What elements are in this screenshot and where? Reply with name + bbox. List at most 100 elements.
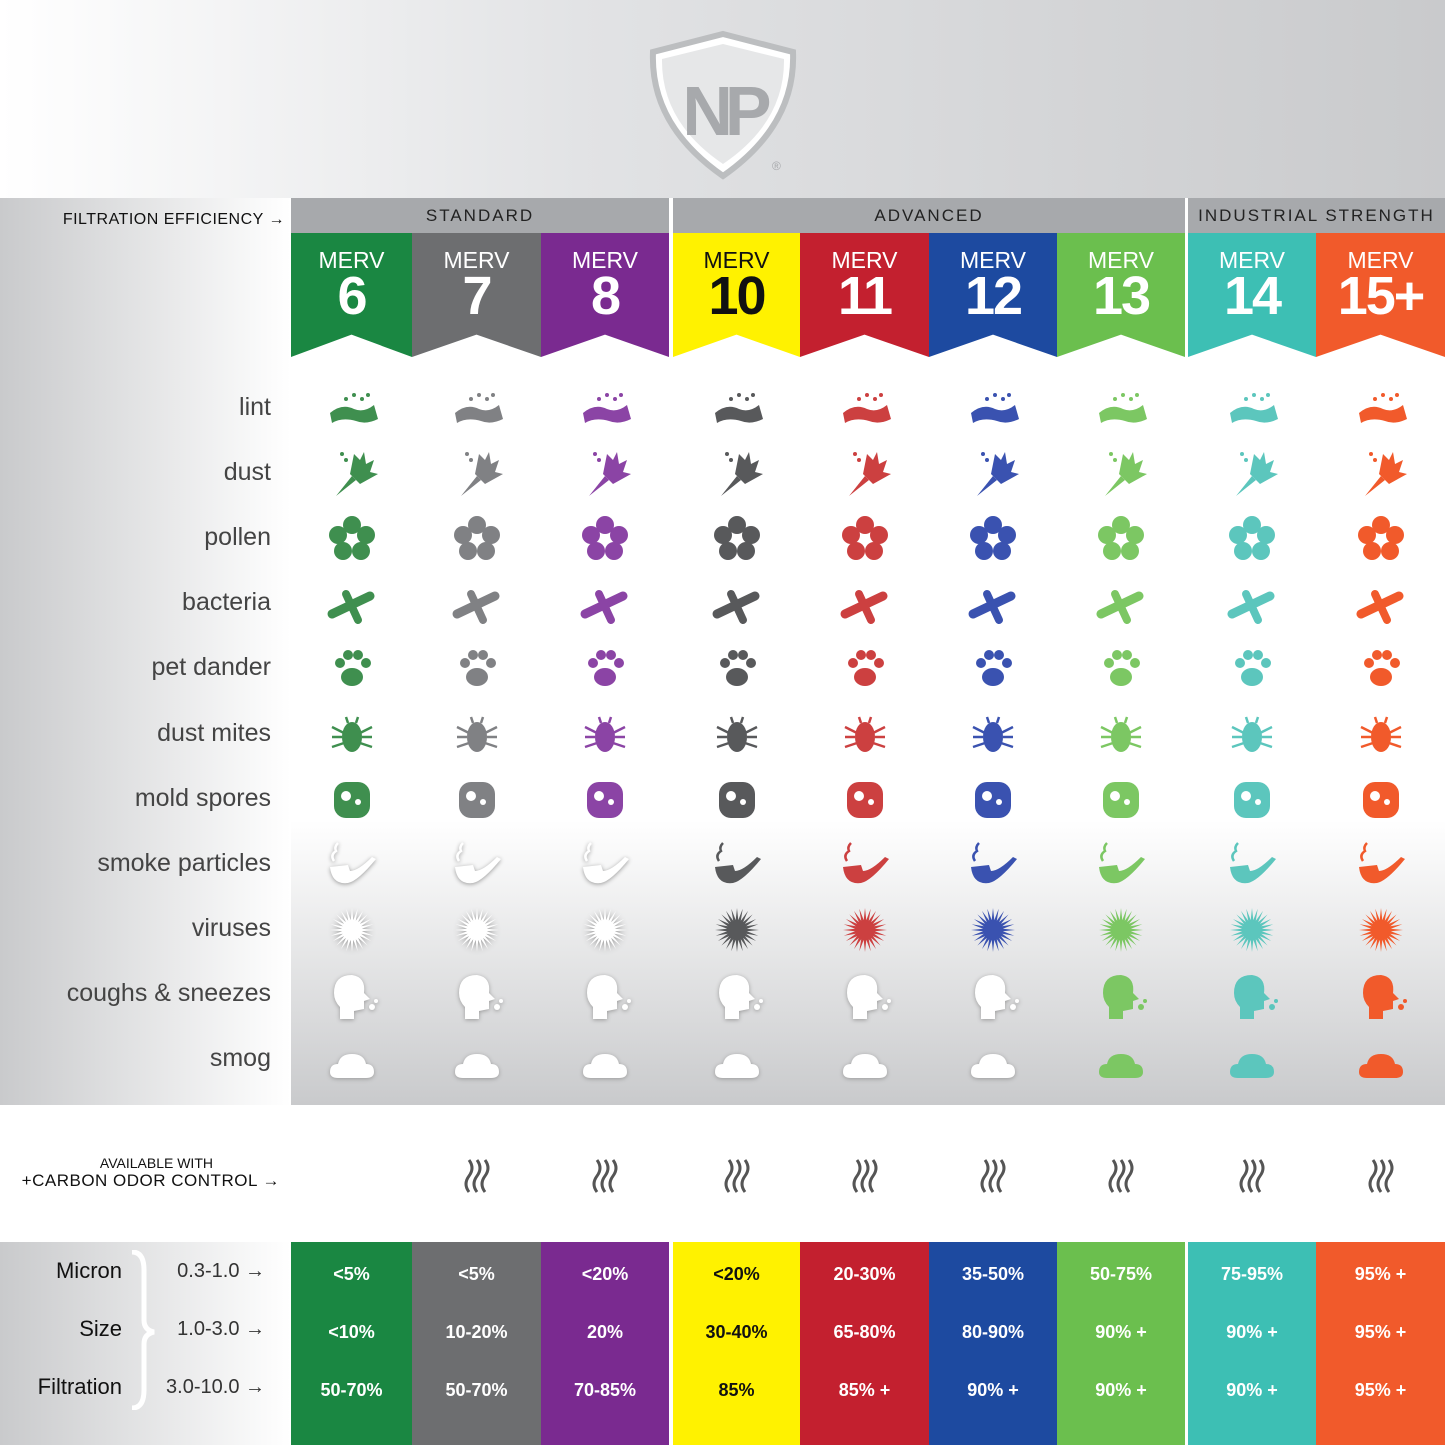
flower-icon: [328, 516, 375, 561]
efficiency-value: <10%: [328, 1322, 375, 1342]
paw-icon: [1363, 650, 1400, 687]
virus-icon: [842, 907, 887, 952]
cloud-icon: [1099, 1054, 1143, 1078]
carbon-label: AVAILABLE WITH +CARBON ODOR CONTROL →: [0, 1155, 280, 1191]
bacteria-icon: [580, 590, 628, 625]
efficiency-value: 90% +: [1095, 1380, 1147, 1400]
efficiency-value: <20%: [713, 1264, 760, 1284]
merv-14-banner: MERV 14: [1188, 233, 1316, 357]
merv-label: MERV: [318, 247, 385, 273]
flower-icon: [1357, 516, 1404, 561]
merv-rating: 12: [964, 266, 1023, 326]
mold-icon: [975, 781, 1011, 818]
efficiency-value: 10-20%: [445, 1322, 508, 1342]
efficiency-value: 70-85%: [573, 1380, 637, 1400]
virus-icon: [329, 907, 374, 952]
merv-rating: 14: [1223, 266, 1282, 326]
odor-steam-icon: [1108, 1159, 1134, 1193]
efficiency-value: 85% +: [838, 1380, 891, 1400]
micron-label: Micron: [55, 1258, 122, 1283]
lint-icon: [1358, 393, 1407, 423]
bacteria-icon: [327, 590, 374, 625]
efficiency-value: 50-70%: [320, 1380, 383, 1400]
range-0: 0.3-1.0 →: [177, 1260, 265, 1282]
virus-icon: [971, 907, 1015, 952]
efficiency-value: 20-30%: [833, 1264, 896, 1284]
mold-icon: [458, 781, 495, 818]
contaminant-label: coughs & sneezes: [66, 978, 271, 1007]
flower-icon: [1098, 516, 1144, 561]
efficiency-column: 50-75% 90% + 90% +: [1057, 1242, 1185, 1445]
range-1: 1.0-3.0 →: [177, 1318, 265, 1340]
merv-label: MERV: [703, 247, 770, 273]
duster-icon: [335, 452, 378, 497]
lint-icon: [329, 393, 378, 423]
efficiency-value: 50-70%: [445, 1380, 508, 1400]
cloud-icon: [1230, 1054, 1274, 1078]
lint-icon: [583, 393, 631, 423]
efficiency-column: <20% 20% 70-85%: [541, 1242, 669, 1445]
sneeze-head-icon: [846, 974, 891, 1019]
pipe-icon: [971, 841, 1017, 883]
mold-icon: [1362, 781, 1399, 818]
pipe-icon: [583, 841, 629, 883]
size-label: Size: [79, 1316, 122, 1341]
mite-icon: [1100, 716, 1142, 752]
sneeze-head-icon: [333, 974, 378, 1019]
efficiency-value: 65-80%: [833, 1322, 896, 1342]
contaminant-label: dust: [223, 458, 271, 487]
group-industrial: INDUSTRIAL STRENGTH: [1188, 198, 1445, 233]
lint-icon: [1230, 393, 1278, 423]
contaminant-label: lint: [239, 393, 271, 421]
label-column-bg: [0, 198, 291, 1105]
carbon-line2: +CARBON ODOR CONTROL →: [21, 1171, 280, 1190]
svg-text:NP: NP: [682, 72, 770, 150]
efficiency-value: <5%: [333, 1264, 370, 1284]
contaminant-label: pollen: [204, 523, 271, 552]
group-advanced: ADVANCED: [673, 198, 1185, 233]
contaminant-label: smog: [209, 1044, 271, 1072]
efficiency-value: 30-40%: [705, 1322, 768, 1342]
mite-icon: [584, 716, 626, 752]
efficiency-column: 95% + 95% + 95% +: [1316, 1242, 1445, 1445]
merv-label: MERV: [959, 247, 1027, 273]
group-standard: STANDARD: [291, 198, 669, 233]
flower-icon: [970, 516, 1016, 561]
virus-icon: [1230, 907, 1274, 952]
paw-icon: [588, 650, 624, 687]
virus-icon: [454, 907, 499, 952]
lint-icon: [454, 393, 503, 423]
efficiency-value: 95% +: [1354, 1380, 1407, 1400]
merv-rating: 6: [337, 266, 367, 326]
pipe-icon: [1099, 841, 1145, 883]
merv-rating: 8: [590, 266, 621, 326]
efficiency-value: 85%: [718, 1380, 755, 1400]
lint-icon: [714, 393, 763, 423]
efficiency-value: 20%: [586, 1322, 624, 1342]
merv-label: MERV: [831, 247, 898, 273]
bacteria-icon: [1356, 590, 1403, 625]
efficiency-value: 35-50%: [961, 1264, 1025, 1284]
flower-icon: [713, 516, 760, 561]
pipe-icon: [714, 841, 761, 883]
virus-icon: [1358, 907, 1403, 952]
range-2: 3.0-10.0 →: [166, 1376, 265, 1398]
efficiency-column: 75-95% 90% + 90% +: [1188, 1242, 1316, 1445]
efficiency-value: 95% +: [1354, 1322, 1407, 1342]
efficiency-value: <20%: [581, 1264, 629, 1284]
merv-label: MERV: [1087, 247, 1155, 273]
duster-icon: [977, 452, 1019, 497]
duster-icon: [1105, 452, 1147, 497]
merv-12-banner: MERV 12: [929, 233, 1057, 357]
merv-label: MERV: [1218, 247, 1286, 273]
mite-icon: [330, 716, 373, 752]
bacteria-icon: [840, 590, 887, 625]
odor-steam-icon: [724, 1159, 749, 1193]
duster-icon: [720, 452, 763, 497]
merv-rating: 11: [837, 266, 893, 326]
mold-icon: [333, 781, 370, 818]
micron-label-bg: Micron Size Filtration 0.3-1.0 → 1.0-3.0…: [0, 1242, 291, 1445]
merv-rating: 13: [1092, 266, 1151, 326]
odor-steam-icon: [1239, 1159, 1265, 1193]
duster-icon: [1364, 452, 1407, 497]
